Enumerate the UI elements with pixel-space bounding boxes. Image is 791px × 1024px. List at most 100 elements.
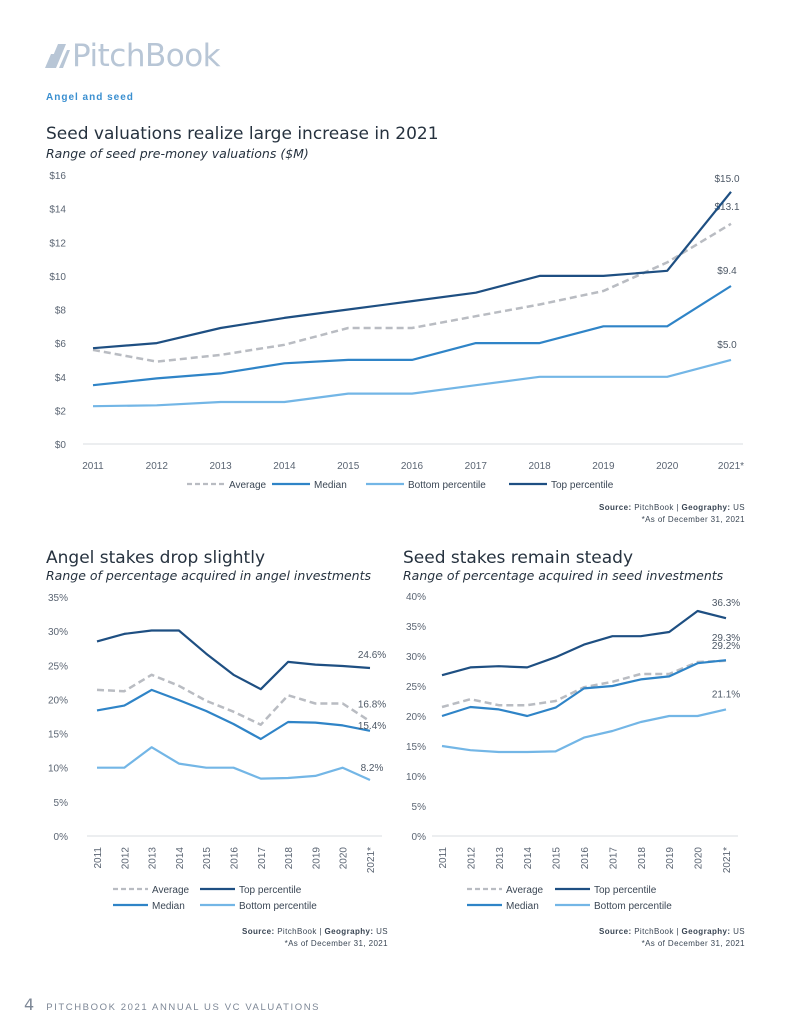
y-tick-label: 25% xyxy=(48,661,68,672)
page-number: 4 xyxy=(24,995,35,1014)
x-tick-label: 2016 xyxy=(580,847,591,870)
x-tick-label: 2021* xyxy=(366,847,377,873)
series-line-average xyxy=(96,673,371,726)
date-note: *As of December 31, 2021 xyxy=(284,939,388,948)
series-line-bottom xyxy=(441,708,727,754)
y-tick-label: $8 xyxy=(55,306,67,317)
y-tick-label: 15% xyxy=(48,730,68,741)
y-tick-label: $16 xyxy=(49,171,66,182)
data-label-median: 15.4% xyxy=(358,721,386,732)
y-tick-label: 40% xyxy=(406,592,426,603)
source-label: Source: xyxy=(598,927,632,936)
y-tick-label: 25% xyxy=(406,682,426,693)
y-tick-label: 15% xyxy=(406,742,426,753)
legend-label-top: Top percentile xyxy=(551,480,614,491)
geography-label: Geography: xyxy=(681,927,731,936)
geography-value: US xyxy=(733,503,745,512)
y-tick-label: 10% xyxy=(48,764,68,775)
geography-label: Geography: xyxy=(681,503,731,512)
x-tick-label: 2013 xyxy=(148,847,159,870)
y-tick-label: 20% xyxy=(48,695,68,706)
y-tick-label: 0% xyxy=(412,832,427,843)
y-tick-label: $2 xyxy=(55,406,67,417)
x-tick-label: 2019 xyxy=(592,461,615,472)
logo-text: PitchBook xyxy=(72,38,221,74)
x-tick-label: 2017 xyxy=(608,847,619,870)
data-label-average: 29.2% xyxy=(712,641,740,652)
chart-source: Source: PitchBook | Geography: US *As of… xyxy=(241,927,388,948)
legend-label-average: Average xyxy=(152,885,190,896)
x-tick-label: 2014 xyxy=(175,847,186,870)
y-tick-label: $0 xyxy=(55,440,67,451)
x-tick-label: 2012 xyxy=(146,461,169,472)
chart-title: Seed stakes remain steady xyxy=(403,548,634,568)
y-tick-label: 20% xyxy=(406,712,426,723)
x-tick-label: 2019 xyxy=(311,847,322,870)
chart-subtitle: Range of percentage acquired in angel in… xyxy=(46,568,372,583)
geography-value: US xyxy=(376,927,388,936)
legend-label-bottom: Bottom percentile xyxy=(408,480,486,491)
chart-subtitle: Range of seed pre-money valuations ($M) xyxy=(46,146,309,161)
source-label: Source: xyxy=(598,503,632,512)
series-line-bottom xyxy=(97,746,371,782)
chart-source: Source: PitchBook | Geography: US *As of… xyxy=(598,503,745,524)
data-label-median: 29.3% xyxy=(712,633,740,644)
chart-title: Angel stakes drop slightly xyxy=(46,548,265,568)
data-label-top: $15.0 xyxy=(714,174,739,185)
x-tick-label: 2020 xyxy=(694,847,705,870)
series-line-top xyxy=(92,191,732,350)
series-line-median xyxy=(441,659,727,718)
legend-label-median: Median xyxy=(152,901,185,912)
page-footer: 4 PITCHBOOK 2021 ANNUAL US VC VALUATIONS xyxy=(24,995,320,1014)
y-tick-label: $14 xyxy=(49,205,66,216)
series-line-median xyxy=(96,688,371,741)
source-label: Source: xyxy=(241,927,275,936)
data-label-average: 16.8% xyxy=(358,699,386,710)
chart-subtitle: Range of percentage acquired in seed inv… xyxy=(403,568,724,583)
source-value: PitchBook xyxy=(634,927,674,936)
x-tick-label: 2018 xyxy=(637,847,648,870)
x-tick-label: 2015 xyxy=(202,847,213,870)
chart-source: Source: PitchBook | Geography: US *As of… xyxy=(598,927,745,948)
date-note: *As of December 31, 2021 xyxy=(641,939,745,948)
x-tick-label: 2014 xyxy=(273,461,296,472)
series-line-average xyxy=(441,659,727,709)
y-tick-label: 30% xyxy=(406,652,426,663)
x-tick-label: 2016 xyxy=(401,461,424,472)
chart-title: Seed valuations realize large increase i… xyxy=(46,124,439,144)
x-tick-label: 2012 xyxy=(120,847,131,870)
y-tick-label: $12 xyxy=(49,238,66,249)
x-tick-label: 2017 xyxy=(257,847,268,870)
data-label-top: 24.6% xyxy=(358,650,386,661)
x-tick-label: 2016 xyxy=(230,847,241,870)
legend-label-top: Top percentile xyxy=(239,885,302,896)
y-tick-label: 30% xyxy=(48,627,68,638)
x-tick-label: 2013 xyxy=(495,847,506,870)
y-tick-label: $6 xyxy=(55,339,67,350)
data-label-top: 36.3% xyxy=(712,598,740,609)
x-tick-label: 2015 xyxy=(337,461,360,472)
legend-label-average: Average xyxy=(506,885,544,896)
x-tick-label: 2021* xyxy=(722,847,733,873)
series-line-top xyxy=(96,629,371,691)
y-tick-label: 35% xyxy=(406,622,426,633)
x-tick-label: 2018 xyxy=(528,461,551,472)
y-tick-label: $10 xyxy=(49,272,66,283)
y-tick-label: 5% xyxy=(412,802,427,813)
series-line-bottom xyxy=(92,358,732,408)
data-label-average: $13.1 xyxy=(714,202,739,213)
legend-label-median: Median xyxy=(506,901,539,912)
x-tick-label: 2019 xyxy=(665,847,676,870)
data-label-median: $9.4 xyxy=(717,266,737,277)
x-tick-label: 2011 xyxy=(438,847,449,869)
data-label-bottom: 21.1% xyxy=(712,689,740,700)
legend-label-median: Median xyxy=(314,480,347,491)
seed-stakes-chart: 0% 5% 10% 15% 20% 25% 30% 35% 40% 2011 2012 2013 201… xyxy=(406,592,740,912)
x-tick-label: 2013 xyxy=(209,461,232,472)
pitchbook-logo-icon xyxy=(45,44,70,68)
x-tick-label: 2015 xyxy=(552,847,563,870)
angel-stakes-chart: 0% 5% 10% 15% 20% 25% 30% 35% 2011 2012 2013 2014 20… xyxy=(48,593,386,912)
data-label-bottom: 8.2% xyxy=(361,763,384,774)
seed-valuations-chart: $0 $2 $4 $6 $8 $10 $12 $14 $16 2011 2012 2013 2014 20… xyxy=(49,171,744,491)
y-tick-label: 0% xyxy=(54,832,69,843)
